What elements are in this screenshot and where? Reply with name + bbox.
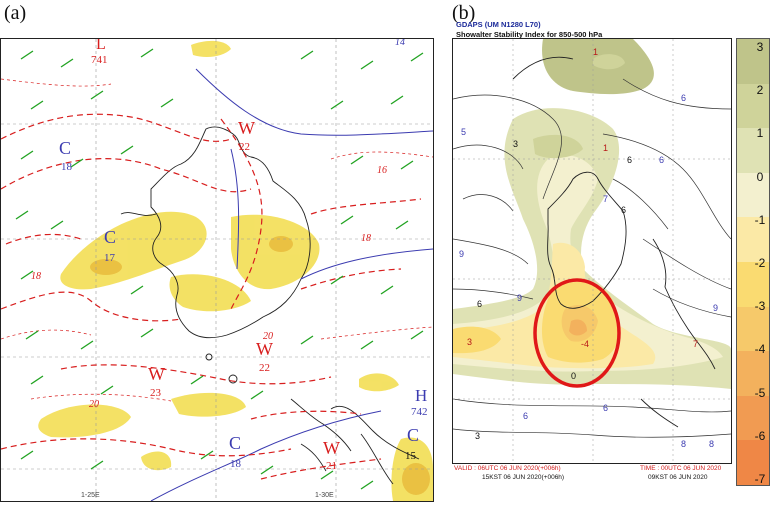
center-value: 22 [259,362,270,374]
colorbar-tick-label: -1 [754,212,766,227]
colorbar-tick-label: -7 [754,472,766,486]
center-letter: H [415,386,427,405]
svg-text:20: 20 [89,399,99,410]
colorbar-tick-label: -2 [754,256,766,270]
init-time: TIME : 00UTC 06 JUN 2020 [640,465,722,472]
center-letter: C [407,425,419,445]
colorbar-tick-label: -3 [754,299,766,314]
colorbar-segment [737,395,769,441]
center-letter: C [104,227,116,247]
ssi-colorbar [736,38,770,486]
svg-text:3: 3 [467,337,472,347]
ssi-map-svg: 1 1 5 6 6 7 9 9 9 3 3 6 6 6 0 6 3 -4 7 6… [453,39,731,463]
center-letter: C [229,433,241,453]
svg-text:0: 0 [571,371,576,381]
center-letter: W [323,438,340,458]
panel-a-label: (a) [4,2,27,24]
svg-text:1-25E: 1-25E [81,492,100,499]
center-value: 22 [239,141,250,153]
colorbar-segment [737,306,769,352]
svg-text:3: 3 [513,139,518,149]
colorbar-segment [737,83,769,129]
pressure-centers: L 741 C 18 W 22 C 17 W 22 W 23 W 21 C 18… [59,39,428,472]
svg-text:3: 3 [475,431,480,441]
coastline [120,126,420,485]
colorbar-segment [737,128,769,174]
ssi-coastline [512,56,716,428]
isotherms-fine [1,78,433,402]
svg-text:9: 9 [713,303,718,313]
valid-time-kst: 15KST 06 JUN 2020(+006h) [482,474,565,481]
colorbar-tick-label: 3 [756,40,764,54]
center-value: 18 [230,458,242,470]
colorbar-segment [737,217,769,263]
wind-barbs [15,48,424,490]
height-contours [150,68,433,501]
center-letter: L [96,39,106,53]
center-letter: W [256,339,273,359]
center-value: 17 [104,252,116,264]
center-value: 23 [150,387,162,399]
colorbar-tick-label: -5 [754,385,766,400]
center-value: 21 [326,460,337,472]
init-time-kst: 09KST 06 JUN 2020 [648,474,708,481]
synoptic-chart-svg: L 741 C 18 W 22 C 17 W 22 W 23 W 21 C 18… [1,39,433,501]
svg-text:14: 14 [395,39,405,48]
colorbar-segment [737,39,769,85]
colorbar-tick-label: 0 [756,169,764,184]
moisture-cores [90,236,430,495]
colorbar-segment [737,440,769,486]
svg-text:6: 6 [627,155,632,165]
panel-b-label: (b) [452,2,476,24]
svg-text:18: 18 [31,271,41,282]
isotherm-labels: 16 18 20 20 18 14 [31,39,405,410]
svg-text:1-30E: 1-30E [315,492,334,499]
svg-text:18: 18 [361,233,371,244]
center-letter: W [238,118,255,138]
center-letter: W [148,364,165,384]
svg-text:8: 8 [681,439,686,449]
svg-text:6: 6 [477,299,482,309]
svg-text:9: 9 [459,249,464,259]
center-letter: C [59,138,71,158]
svg-text:16: 16 [377,165,387,176]
svg-text:6: 6 [681,93,686,103]
colorbar-tick-label: 1 [756,126,764,141]
svg-text:5: 5 [461,127,466,137]
ssi-map: 1 1 5 6 6 7 9 9 9 3 3 6 6 6 0 6 3 -4 7 6… [452,38,732,464]
ssi-grid [453,39,731,463]
colorbar-tick-label: 2 [756,83,764,98]
colorbar-tick-label: -4 [754,342,766,357]
longitude-labels: 1-25E 1-30E [81,492,334,499]
svg-text:9: 9 [517,293,522,303]
ssi-contours [453,78,731,438]
synoptic-chart-map: L 741 C 18 W 22 C 17 W 22 W 23 W 21 C 18… [0,38,434,502]
center-value: 15 [405,450,417,462]
svg-text:6: 6 [603,403,608,413]
svg-text:-4: -4 [581,339,589,349]
isotherms [1,113,422,480]
colorbar-tick-label: -6 [754,428,766,443]
svg-text:7: 7 [693,339,698,349]
svg-text:1: 1 [603,143,608,153]
ssi-shading [453,39,731,389]
svg-text:1: 1 [593,47,598,57]
highlight-ellipse [533,278,621,388]
colorbar-segment [737,262,769,308]
svg-text:6: 6 [659,155,664,165]
center-value: 741 [91,54,108,66]
colorbar-segment [737,351,769,397]
ssi-contour-labels: 1 1 5 6 6 7 9 9 9 3 3 6 6 6 0 6 3 -4 7 6… [459,47,718,449]
svg-text:6: 6 [523,411,528,421]
center-value: 742 [411,406,428,418]
center-value: 18 [61,161,73,173]
svg-text:6: 6 [621,205,626,215]
field-title: Showalter Stability Index for 850-500 hP… [456,30,603,39]
svg-text:8: 8 [709,439,714,449]
colorbar-segment [737,172,769,218]
valid-time: VALID : 06UTC 06 JUN 2020(+006h) [454,465,561,472]
model-title: GDAPS (UM N1280 L70) [456,20,541,29]
svg-text:7: 7 [603,194,608,204]
svg-text:20: 20 [263,331,273,342]
